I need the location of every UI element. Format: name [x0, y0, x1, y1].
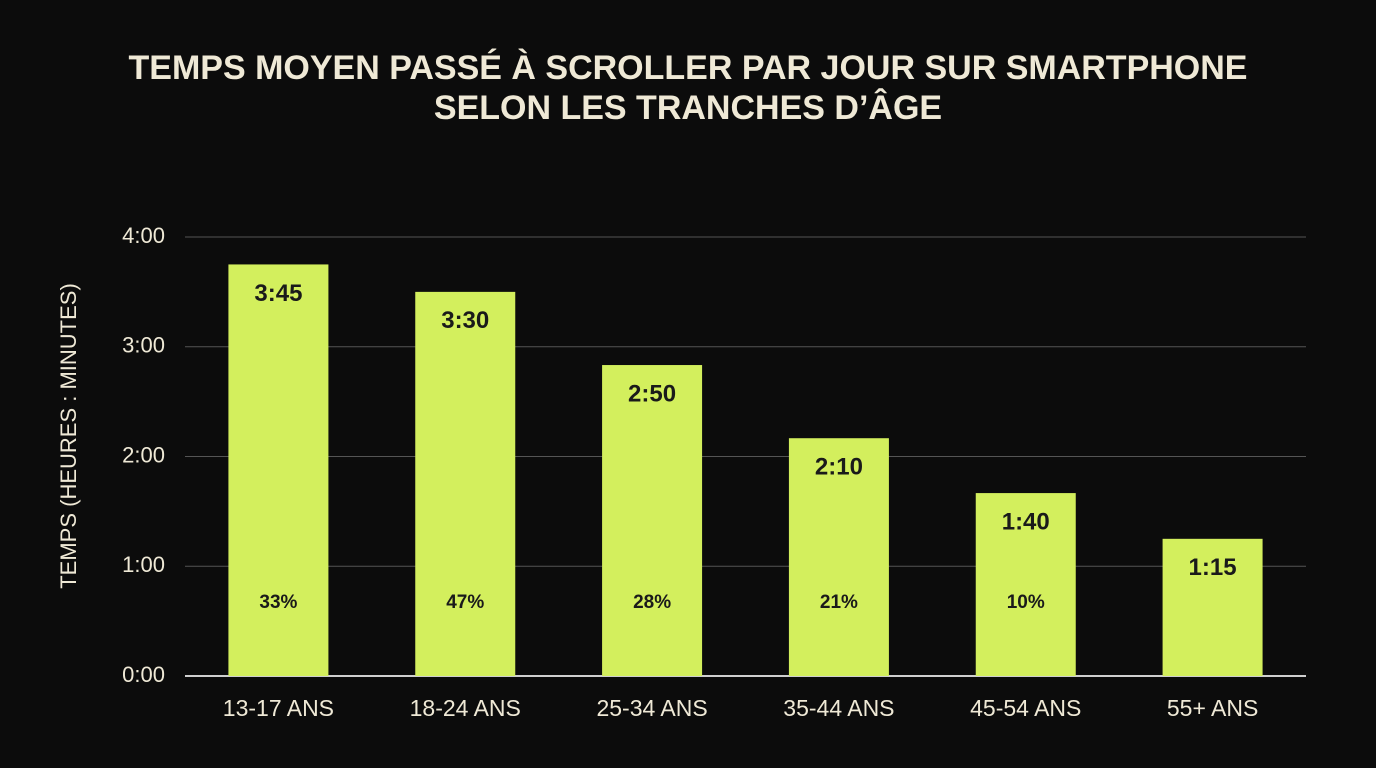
share-label: 28% [633, 592, 671, 613]
bar [602, 365, 703, 676]
bar [975, 493, 1076, 676]
y-axis-label: TEMPS (HEURES : MINUTES) [56, 283, 81, 589]
y-tick-label: 2:00 [122, 442, 165, 467]
x-tick-label: 25-34 ANS [596, 695, 707, 721]
bar [415, 291, 516, 676]
share-label: 21% [820, 592, 858, 613]
bar [228, 264, 329, 676]
value-label: 3:45 [254, 280, 302, 307]
value-label: 2:50 [628, 380, 676, 407]
chart-title: TEMPS MOYEN PASSÉ À SCROLLER PAR JOUR SU… [129, 49, 1248, 87]
share-label: 10% [1007, 592, 1045, 613]
x-tick-label: 13-17 ANS [223, 695, 334, 721]
bar [788, 438, 889, 676]
share-label: 47% [446, 592, 484, 613]
y-tick-label: 3:00 [122, 333, 165, 358]
x-tick-label: 45-54 ANS [970, 695, 1081, 721]
x-tick-label: 18-24 ANS [410, 695, 521, 721]
value-label: 3:30 [441, 307, 489, 334]
value-label: 1:15 [1189, 554, 1237, 581]
y-tick-label: 1:00 [122, 552, 165, 577]
value-label: 2:10 [815, 454, 863, 481]
bar [1162, 538, 1263, 676]
y-tick-label: 0:00 [122, 662, 165, 687]
x-tick-label: 55+ ANS [1167, 695, 1258, 721]
chart-title: SELON LES TRANCHES D’ÂGE [434, 89, 942, 127]
y-tick-label: 4:00 [122, 223, 165, 248]
x-tick-label: 35-44 ANS [783, 695, 894, 721]
share-label: 33% [259, 592, 297, 613]
value-label: 1:40 [1002, 508, 1050, 535]
